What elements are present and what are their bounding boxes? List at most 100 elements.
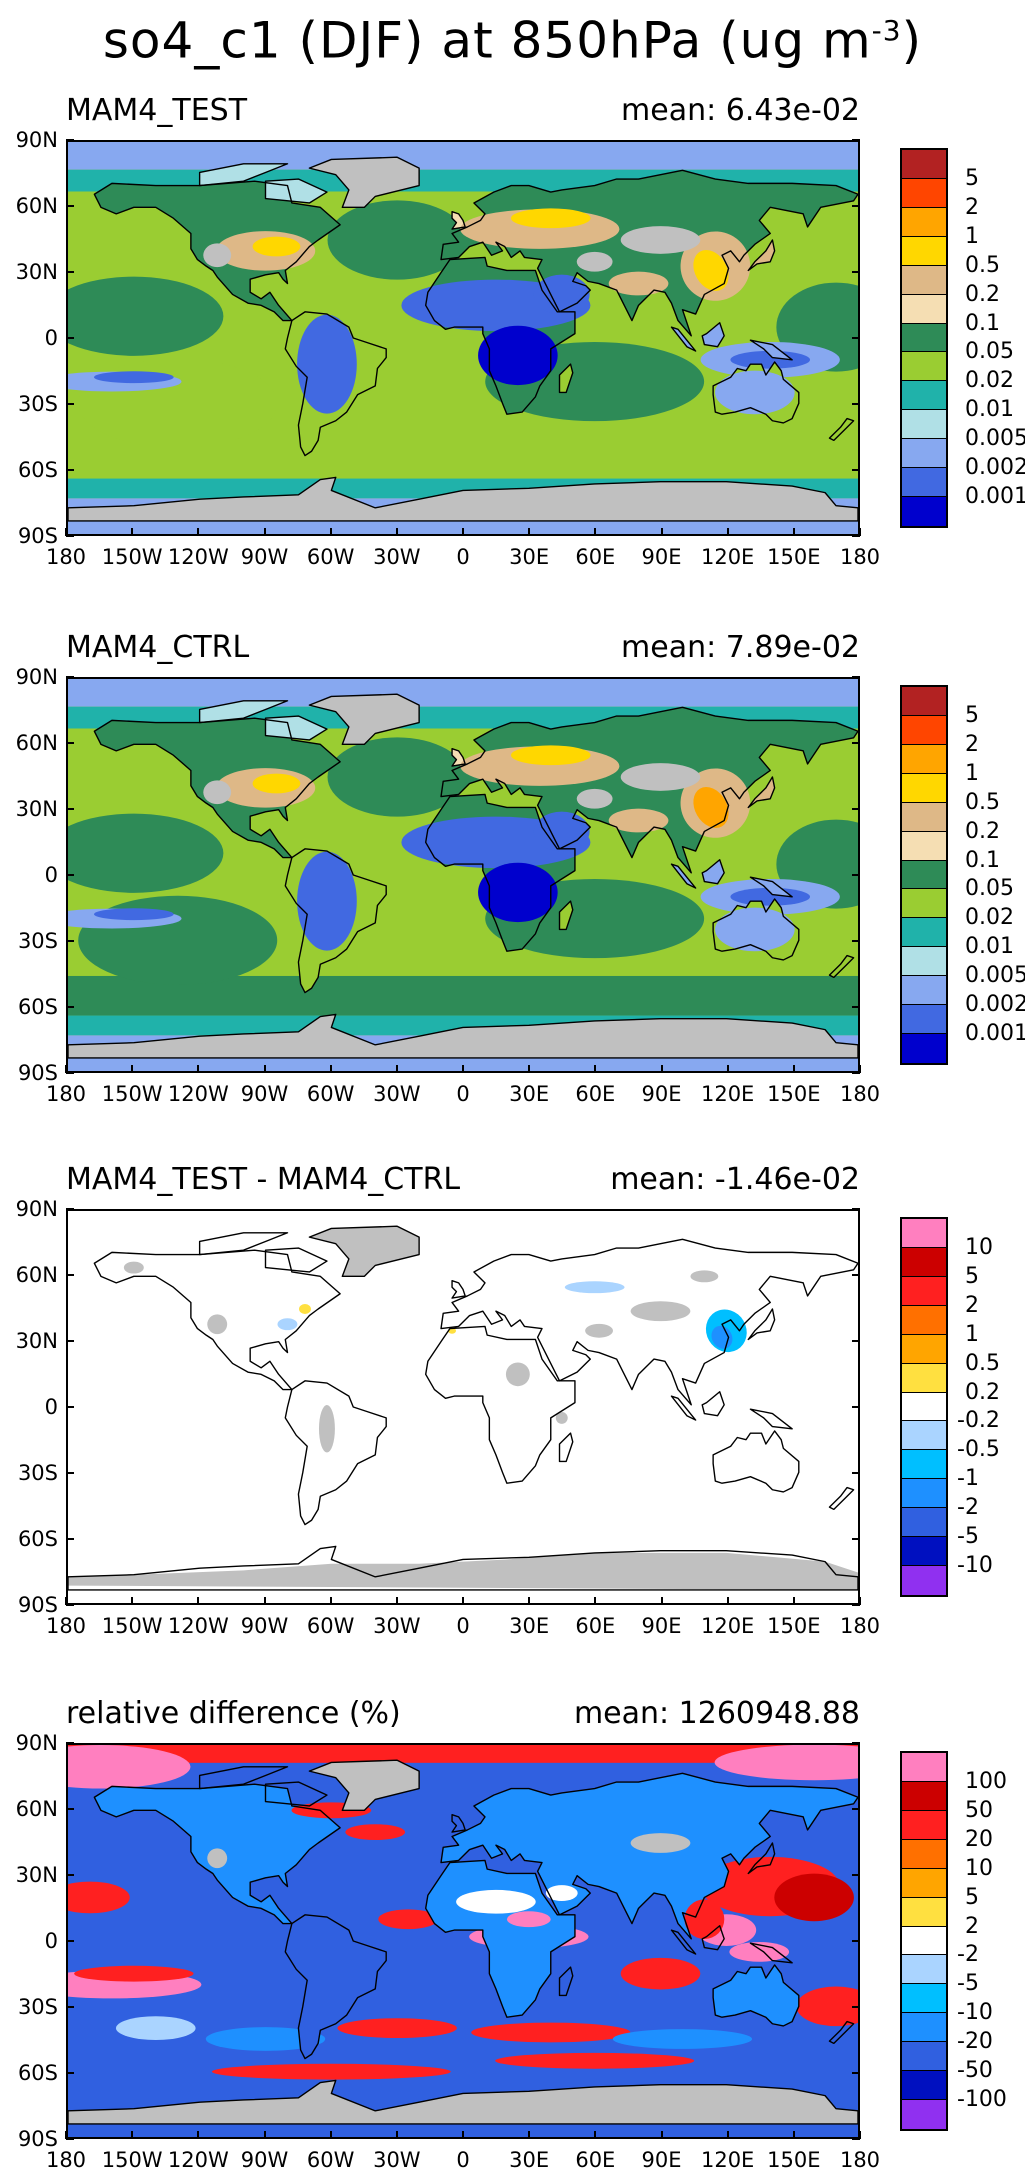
- lon-tick: [197, 1065, 200, 1073]
- coastline-south-america: [284, 848, 387, 994]
- coastline-uk: [451, 210, 466, 230]
- lon-tick: [726, 1597, 729, 1605]
- lat-tick-right: [852, 205, 860, 207]
- lon-label: 180: [45, 2148, 87, 2172]
- coastline-new-zealand: [828, 1486, 855, 1511]
- lat-tick-right: [852, 1208, 860, 1210]
- colorbar: [900, 1217, 948, 1597]
- colorbar-swatch: [902, 1753, 946, 1782]
- lat-label: 30N: [15, 260, 58, 284]
- lat-label: 90N: [15, 128, 58, 152]
- coastline-africa: [424, 256, 576, 415]
- lon-tick: [131, 2131, 134, 2139]
- lat-tick: [66, 742, 74, 744]
- colorbar-label: 0.005: [965, 426, 1025, 452]
- field-layer: [68, 1211, 858, 1603]
- lon-tick: [726, 2131, 729, 2139]
- lon-tick: [263, 2131, 266, 2139]
- colorbar-swatch: [902, 381, 946, 411]
- lon-label: 90E: [641, 2148, 682, 2172]
- coastline-uk: [451, 1813, 466, 1833]
- lon-label: 150E: [767, 2148, 821, 2172]
- colorbar-label: 0.2: [965, 818, 1000, 844]
- lat-tick-right: [852, 808, 860, 810]
- colorbar-swatch: [902, 294, 946, 324]
- lon-label: 30E: [509, 545, 550, 569]
- lon-label: 60E: [575, 1082, 616, 1106]
- lon-tick: [395, 528, 398, 536]
- lon-label: 30E: [509, 1614, 550, 1638]
- lon-tick: [726, 528, 729, 536]
- lon-label: 60E: [575, 2148, 616, 2172]
- lat-label: 90S: [17, 2127, 58, 2151]
- coastline-sumatra: [670, 863, 697, 889]
- lon-tick: [263, 1597, 266, 1605]
- lat-tick-right: [852, 1340, 860, 1342]
- colorbar-swatch: [902, 1276, 946, 1306]
- lon-tick: [859, 528, 861, 536]
- coastline-africa: [424, 1859, 576, 2018]
- lon-tick: [462, 1065, 464, 1073]
- colorbar-swatch: [902, 2042, 946, 2072]
- lat-tick: [66, 1208, 74, 1210]
- field-layer: [68, 1745, 858, 2137]
- map-plot: [66, 677, 860, 1073]
- lat-tick-right: [852, 1808, 860, 1810]
- colorbar-swatch: [902, 918, 946, 948]
- lat-tick: [66, 1940, 74, 1942]
- lon-label: 0: [456, 545, 470, 569]
- lat-tick: [66, 1274, 74, 1276]
- lat-label: 0: [44, 326, 58, 350]
- colorbar-label: -10: [957, 1553, 993, 1579]
- colorbar-label: 10: [965, 1855, 993, 1881]
- colorbar-swatch: [902, 439, 946, 469]
- lon-label: 120W: [167, 2148, 229, 2172]
- colorbar-swatch: [902, 1219, 946, 1248]
- coastline-australia: [712, 1430, 800, 1493]
- coastline-antarctica: [68, 1545, 858, 1591]
- lon-label: 120W: [167, 545, 229, 569]
- lat-label: 90N: [15, 1731, 58, 1755]
- lon-tick: [395, 1597, 398, 1605]
- lat-tick-right: [852, 535, 860, 537]
- lon-label: 0: [456, 1082, 470, 1106]
- coastline-arctic-islands: [198, 163, 289, 187]
- colorbar-swatch: [902, 1392, 946, 1422]
- coastline-madagascar: [558, 1432, 574, 1463]
- coastline-arctic-islands: [198, 1232, 289, 1256]
- colorbar-label: 0.02: [965, 905, 1014, 931]
- lat-tick: [66, 1538, 74, 1540]
- colorbar-swatch: [902, 1839, 946, 1869]
- colorbar-label: -5: [957, 1971, 979, 1997]
- lon-label: 150E: [767, 1082, 821, 1106]
- coastline-eurasia: [440, 706, 858, 874]
- colorbar-swatch: [902, 468, 946, 498]
- colorbar-label: 100: [965, 1768, 1007, 1794]
- colorbar-label: 5: [965, 1884, 979, 1910]
- lon-tick: [594, 1597, 597, 1605]
- colorbar-swatch: [902, 1566, 946, 1595]
- lon-tick: [859, 1065, 861, 1073]
- lon-label: 150W: [101, 545, 163, 569]
- lon-tick: [660, 528, 663, 536]
- coastline-baffin: [264, 715, 328, 741]
- coastline-borneo: [701, 1391, 725, 1417]
- colorbar-label: 0.02: [965, 368, 1014, 394]
- lat-tick: [66, 337, 74, 339]
- lon-label: 120W: [167, 1614, 229, 1638]
- colorbar-swatch: [902, 1334, 946, 1364]
- colorbar-swatch: [902, 1363, 946, 1393]
- colorbar-swatch: [902, 744, 946, 774]
- colorbar-label: 0.05: [965, 876, 1014, 902]
- colorbar-label: -10: [957, 2000, 993, 2026]
- colorbar-label: 0.2: [965, 281, 1000, 307]
- coastline-antarctica: [68, 1013, 858, 1059]
- lat-tick: [66, 874, 74, 876]
- lat-label: 60N: [15, 731, 58, 755]
- colorbar-label: 20: [965, 1826, 993, 1852]
- lat-label: 30S: [17, 929, 58, 953]
- lat-label: 90S: [17, 524, 58, 548]
- colorbar-label: 0.5: [965, 1350, 1000, 1376]
- coastline-north-america: [93, 717, 341, 859]
- lon-label: 180: [839, 1082, 881, 1106]
